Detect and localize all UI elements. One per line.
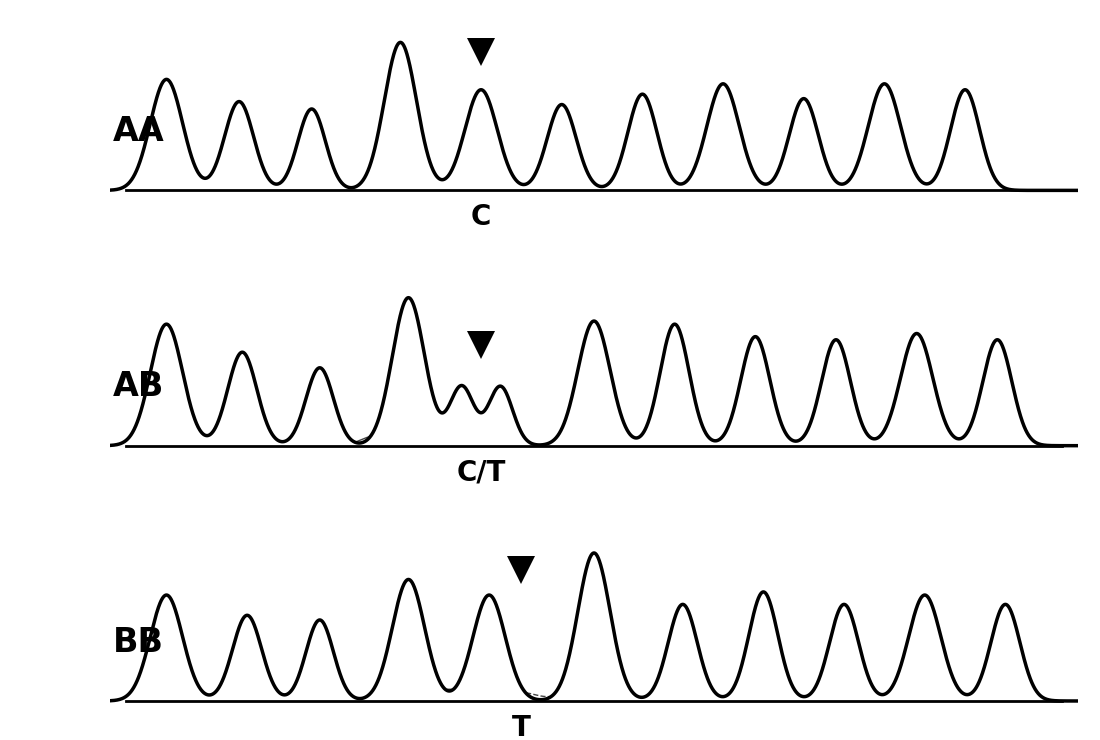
Text: AA: AA [113,115,165,148]
Text: AB: AB [113,370,165,403]
Text: C/T: C/T [456,458,506,486]
Text: C: C [471,203,492,231]
Text: T: T [512,713,531,740]
Text: BB: BB [113,625,164,659]
